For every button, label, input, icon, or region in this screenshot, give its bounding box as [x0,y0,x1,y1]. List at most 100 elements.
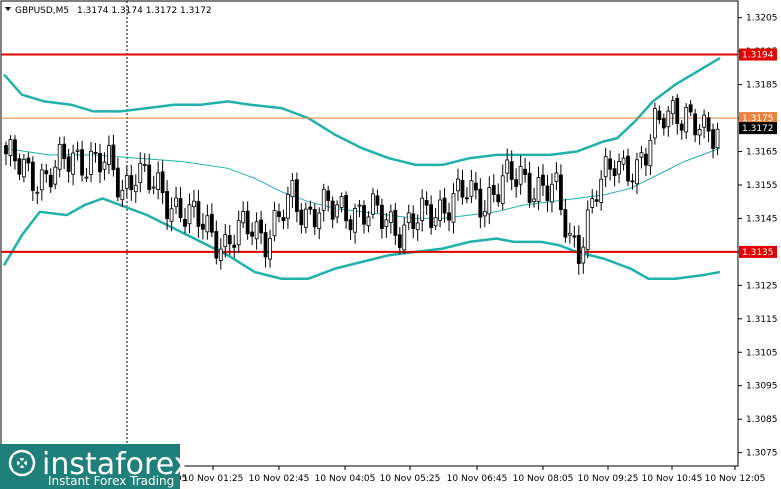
candle-body [30,161,35,191]
candle-body [294,179,299,212]
candle [303,202,308,234]
candle-body [321,188,326,211]
y-tick-label: 1.3125 [746,281,778,291]
candle [4,141,8,166]
candle-body [639,152,644,158]
candle-body [559,174,563,211]
candle [250,222,255,246]
candle-body [160,171,165,194]
candle-body [599,178,604,203]
candle [98,143,102,184]
candle [93,142,98,163]
candle-body [635,159,639,185]
candle-body [263,232,268,258]
candle-body [473,182,478,191]
candle [608,150,613,181]
candle-body [241,211,246,224]
candle-body [4,145,8,155]
candle-body [523,168,527,175]
candle-body [147,164,152,190]
candle [371,187,375,219]
candle [57,136,62,178]
candle [317,207,322,240]
candle [465,187,469,204]
candle-body [17,158,22,175]
candle-body [187,204,192,225]
candle [174,186,178,215]
dropdown-triangle-icon[interactable] [5,7,11,11]
candle [581,237,586,274]
y-tick-label: 1.3095 [746,382,778,392]
candle [223,223,228,258]
candle-body [200,223,205,230]
candle-body [478,188,483,218]
candle-body [272,210,277,237]
candle-body [366,216,371,227]
candle [693,108,698,143]
candle [648,134,653,176]
candle-body [500,175,505,205]
candle-body [456,178,460,192]
candle-body [621,157,626,165]
candle [30,156,35,201]
candle-body [715,128,720,149]
candle-body [429,204,434,228]
support-price-tag: 1.3135 [739,245,777,258]
x-tick-label: 10 Nov 06:45 [447,474,508,484]
candle [196,190,201,238]
symbol-header: GBPUSD,M5 1.3174 1.3174 1.3172 1.3172 [5,6,212,16]
candle [559,164,563,216]
candle-body [348,219,353,231]
candle [138,152,143,193]
candle-body [371,193,375,215]
candle [567,222,572,244]
bollinger-bands [2,56,721,280]
line-price-tag: 1.3175 [739,112,777,125]
candle [62,136,67,169]
candle-body [290,180,295,198]
candle [379,198,384,239]
candle-body [670,100,675,115]
candle-body [71,152,76,175]
candle-body [308,206,313,210]
candle [487,176,492,225]
candle [447,202,451,232]
candle-body [572,235,577,238]
plot-frame [0,0,739,467]
candle-body [648,139,653,167]
candle-body [326,190,331,201]
candle [496,183,501,207]
candle [402,217,407,255]
candle [102,152,107,181]
y-tick-label: 1.3085 [746,415,778,425]
candle [236,210,241,253]
candle [697,124,702,145]
candle [612,160,617,187]
logo-tagline: Instant Forex Trading [48,474,174,488]
candle-body [451,193,456,223]
candle-body [236,220,241,246]
candle [71,144,76,186]
candle-body [661,118,666,129]
candle-body [165,191,170,220]
candle-body [550,183,554,203]
candle-body [39,169,44,191]
y-tick-label: 1.3075 [746,449,778,459]
candle [277,203,281,223]
candle [451,183,456,234]
candle [375,189,380,213]
candle [321,183,326,222]
candle-body [388,211,393,223]
y-tick-label: 1.3165 [746,148,778,158]
candle-body [424,200,429,206]
x-tick-label: 10 Nov 01:25 [183,474,244,484]
candle-body [469,180,474,197]
x-tick-label: 10 Nov 10:45 [642,474,703,484]
candle [107,135,111,174]
candle [218,238,223,270]
candle [594,190,599,207]
candle-body [438,199,442,221]
candle [263,223,268,268]
